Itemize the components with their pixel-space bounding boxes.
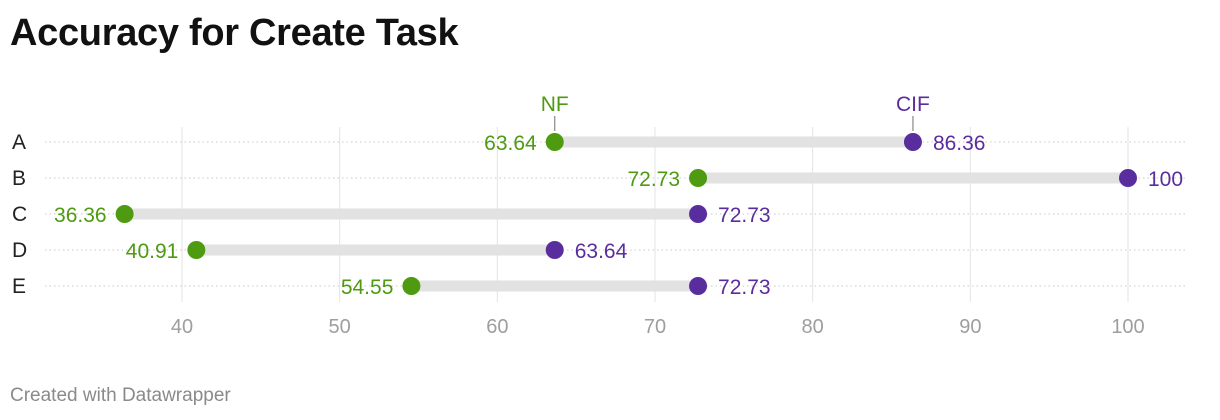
row-label-C: C xyxy=(12,203,27,226)
value-label-cif-D: 63.64 xyxy=(575,240,628,263)
dot-nf-E xyxy=(402,277,421,295)
row-label-A: A xyxy=(12,131,26,154)
dot-nf-B xyxy=(689,169,708,187)
value-label-nf-A: 63.64 xyxy=(484,132,537,155)
tick-label-50: 50 xyxy=(329,316,351,338)
dot-nf-D xyxy=(187,241,206,259)
tick-label-100: 100 xyxy=(1111,316,1144,338)
row-label-D: D xyxy=(12,239,27,262)
footer-credit: Created with Datawrapper xyxy=(10,385,231,406)
tick-label-70: 70 xyxy=(644,316,666,338)
dot-cif-C xyxy=(689,205,708,223)
dot-nf-A xyxy=(545,133,564,151)
value-label-cif-B: 100 xyxy=(1148,168,1183,191)
value-label-cif-C: 72.73 xyxy=(718,204,771,227)
value-label-nf-E: 54.55 xyxy=(341,276,394,299)
dot-nf-C xyxy=(115,205,134,223)
tick-label-90: 90 xyxy=(959,316,981,338)
dot-cif-D xyxy=(545,241,564,259)
dot-cif-A xyxy=(903,133,922,151)
value-label-nf-B: 72.73 xyxy=(627,168,680,191)
tick-label-80: 80 xyxy=(802,316,824,338)
series-label-nf: NF xyxy=(541,93,569,116)
row-label-B: B xyxy=(12,167,26,190)
value-label-cif-E: 72.73 xyxy=(718,276,771,299)
tick-label-60: 60 xyxy=(486,316,508,338)
value-label-nf-C: 36.36 xyxy=(54,204,107,227)
value-label-nf-D: 40.91 xyxy=(126,240,179,263)
row-label-E: E xyxy=(12,275,26,298)
series-label-cif: CIF xyxy=(896,93,930,116)
tick-label-40: 40 xyxy=(171,316,193,338)
dot-cif-E xyxy=(689,277,708,295)
value-label-cif-A: 86.36 xyxy=(933,132,986,155)
chart-title: Accuracy for Create Task xyxy=(10,12,459,54)
dot-cif-B xyxy=(1119,169,1137,187)
